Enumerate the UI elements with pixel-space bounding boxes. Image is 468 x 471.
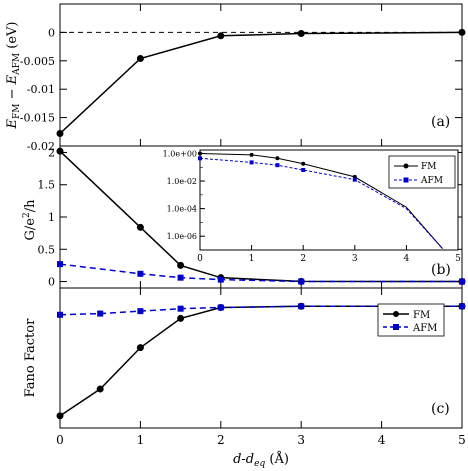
panel-b-fm-point [136, 223, 144, 231]
panel-b-fm-line [59, 150, 463, 283]
inset: 0 1 2 3 4 5 1.0e+00 1.0e-02 1.0e-04 1.0e-06 FM AF… [163, 149, 461, 264]
inset-afm-point [352, 177, 357, 182]
panel-b-afm-point [217, 276, 224, 283]
panel-b-afm-point [177, 274, 184, 281]
inset-ticks: 0 1 2 3 4 5 1.0e+00 1.0e-02 1.0e-04 1.0e-06 [163, 149, 461, 264]
panel-b-ytick-label: 2 [48, 146, 55, 159]
panel-c-afm-point [177, 305, 184, 312]
inset-ytick-label: 1.0e-02 [167, 177, 197, 186]
panel-a-series-line [59, 31, 463, 135]
panel-a-ytick-label: 0 [48, 26, 55, 39]
panel-a-ylabel: EFM − EAFM (eV) [5, 22, 22, 130]
panel-c: 0 1 2 3 4 5 (c) Fano Factor FM AFM d-deq (Å) [23, 287, 466, 469]
panel-c-afm-point [137, 308, 144, 315]
inset-xtick-label: 4 [404, 254, 410, 264]
panel-c-legend-box [377, 303, 445, 337]
panel-c-frame [59, 287, 463, 429]
panel-a-y-ticks: 0 -0.005 -0.01 -0.015 -0.02 [20, 4, 463, 153]
x-tick-label: 4 [378, 433, 386, 447]
inset-legend-afm-marker [403, 177, 409, 183]
inset-afm-point [275, 163, 280, 168]
inset-afm-point [198, 156, 202, 161]
panel-b-afm-line [59, 263, 462, 283]
inset-legend-fm-label: FM [421, 162, 436, 172]
panel-b-afm-point [459, 278, 465, 285]
inset-legend: FM AFM [388, 155, 456, 189]
x-tick-label: 1 [137, 433, 145, 447]
inset-xtick-label: 1 [249, 254, 255, 264]
inset-afm-point [301, 168, 306, 172]
panel-a: 0 -0.005 -0.01 -0.015 -0.02 (a) EFM − EAFM (… [5, 3, 466, 153]
panel-a-plot [56, 28, 466, 138]
panel-c-ylabel: Fano Factor [23, 318, 38, 397]
panel-c-afm-point [97, 310, 104, 317]
x-tick-label: 5 [458, 433, 466, 447]
inset-ytick-label: 1.0e-04 [167, 205, 197, 214]
panel-c-legend: FM AFM [377, 303, 445, 337]
panel-b-afm-point [298, 278, 305, 285]
inset-xtick-label: 2 [300, 254, 306, 264]
inset-xtick-label: 5 [455, 254, 461, 264]
panel-a-ytick-label: -0.015 [20, 112, 55, 125]
panel-b-ylabel: G/e2/h [22, 199, 38, 241]
panel-c-fm-point [177, 314, 185, 322]
panel-c-afm-point [298, 303, 305, 310]
panel-c-fm-point [136, 344, 144, 352]
panel-a-label: (a) [431, 114, 450, 130]
panel-a-point [458, 28, 466, 36]
panel-c-fm-point [56, 412, 64, 420]
legend-fm-marker [393, 311, 399, 317]
panel-b-ytick-label: 0.5 [38, 243, 56, 256]
panel-c-afm-point [217, 304, 224, 311]
panel-b-plot [56, 147, 466, 286]
panel-b-ytick-label: 1.5 [38, 179, 56, 192]
legend-fm-label: FM [413, 310, 430, 321]
panel-b-ytick-label: 1 [48, 211, 55, 224]
panel-c-ticks: 0 1 2 3 4 5 [56, 288, 466, 447]
inset-xtick-label: 3 [352, 254, 358, 264]
inset-legend-box [388, 155, 456, 189]
inset-ytick-label: 1.0e-06 [167, 232, 197, 241]
panel-b: 0 0.5 1 1.5 2 (b) G/e2/h 0 1 2 3 4 5 1.0e+00 1.0e-0… [22, 145, 466, 289]
panel-b-afm-point [57, 261, 63, 268]
inset-fm-point [198, 151, 202, 156]
panel-c-label: (c) [431, 401, 450, 417]
inset-legend-fm-marker [403, 163, 409, 169]
inset-fm-point [301, 161, 306, 166]
panel-b-fm-point [177, 261, 185, 269]
inset-afm-point [249, 160, 254, 165]
panel-b-y-ticks: 0 0.5 1 1.5 2 [38, 146, 463, 289]
panel-a-ytick-label: -0.005 [20, 55, 55, 68]
legend-afm-label: AFM [412, 323, 437, 334]
x-tick-label: 0 [56, 433, 64, 447]
panel-a-point [56, 130, 64, 138]
panel-a-ytick-label: -0.02 [27, 140, 55, 153]
x-tick-label: 3 [297, 433, 305, 447]
legend-afm-marker [393, 324, 399, 330]
x-tick-label: 2 [217, 433, 225, 447]
inset-ytick-label: 1.0e+00 [163, 149, 197, 158]
panel-b-ytick-label: 0 [48, 276, 55, 289]
panel-b-fm-point [56, 147, 64, 155]
panel-b-afm-point [137, 270, 144, 277]
inset-plot [198, 151, 443, 249]
panel-c-fm-point [96, 385, 104, 393]
panel-a-point [297, 30, 305, 38]
panel-b-label: (b) [431, 262, 451, 278]
panel-a-ytick-label: -0.01 [27, 83, 55, 96]
inset-xtick-label: 0 [197, 254, 203, 264]
x-axis-label: d-deq (Å) [233, 451, 289, 469]
panel-a-point [136, 55, 144, 63]
inset-fm-point [249, 152, 254, 157]
panel-c-afm-point [57, 311, 63, 318]
panel-a-point [217, 32, 225, 40]
inset-fm-point [275, 156, 280, 161]
inset-legend-afm-label: AFM [420, 176, 443, 186]
panel-c-afm-point [459, 303, 465, 310]
panel-c-plot [56, 302, 466, 420]
panel-a-frame [59, 3, 463, 147]
